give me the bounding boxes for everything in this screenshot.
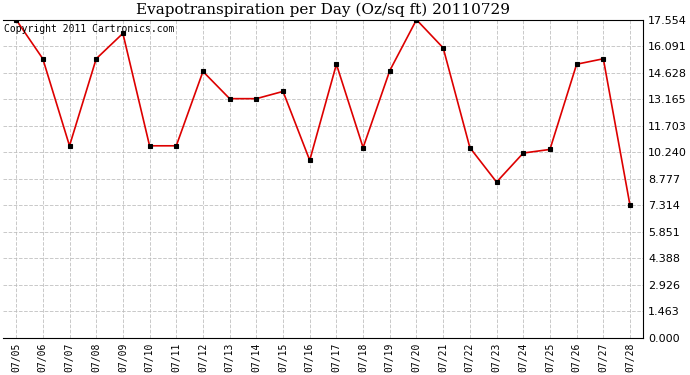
Title: Evapotranspiration per Day (Oz/sq ft) 20110729: Evapotranspiration per Day (Oz/sq ft) 20… <box>136 3 510 17</box>
Text: Copyright 2011 Cartronics.com: Copyright 2011 Cartronics.com <box>4 24 175 34</box>
